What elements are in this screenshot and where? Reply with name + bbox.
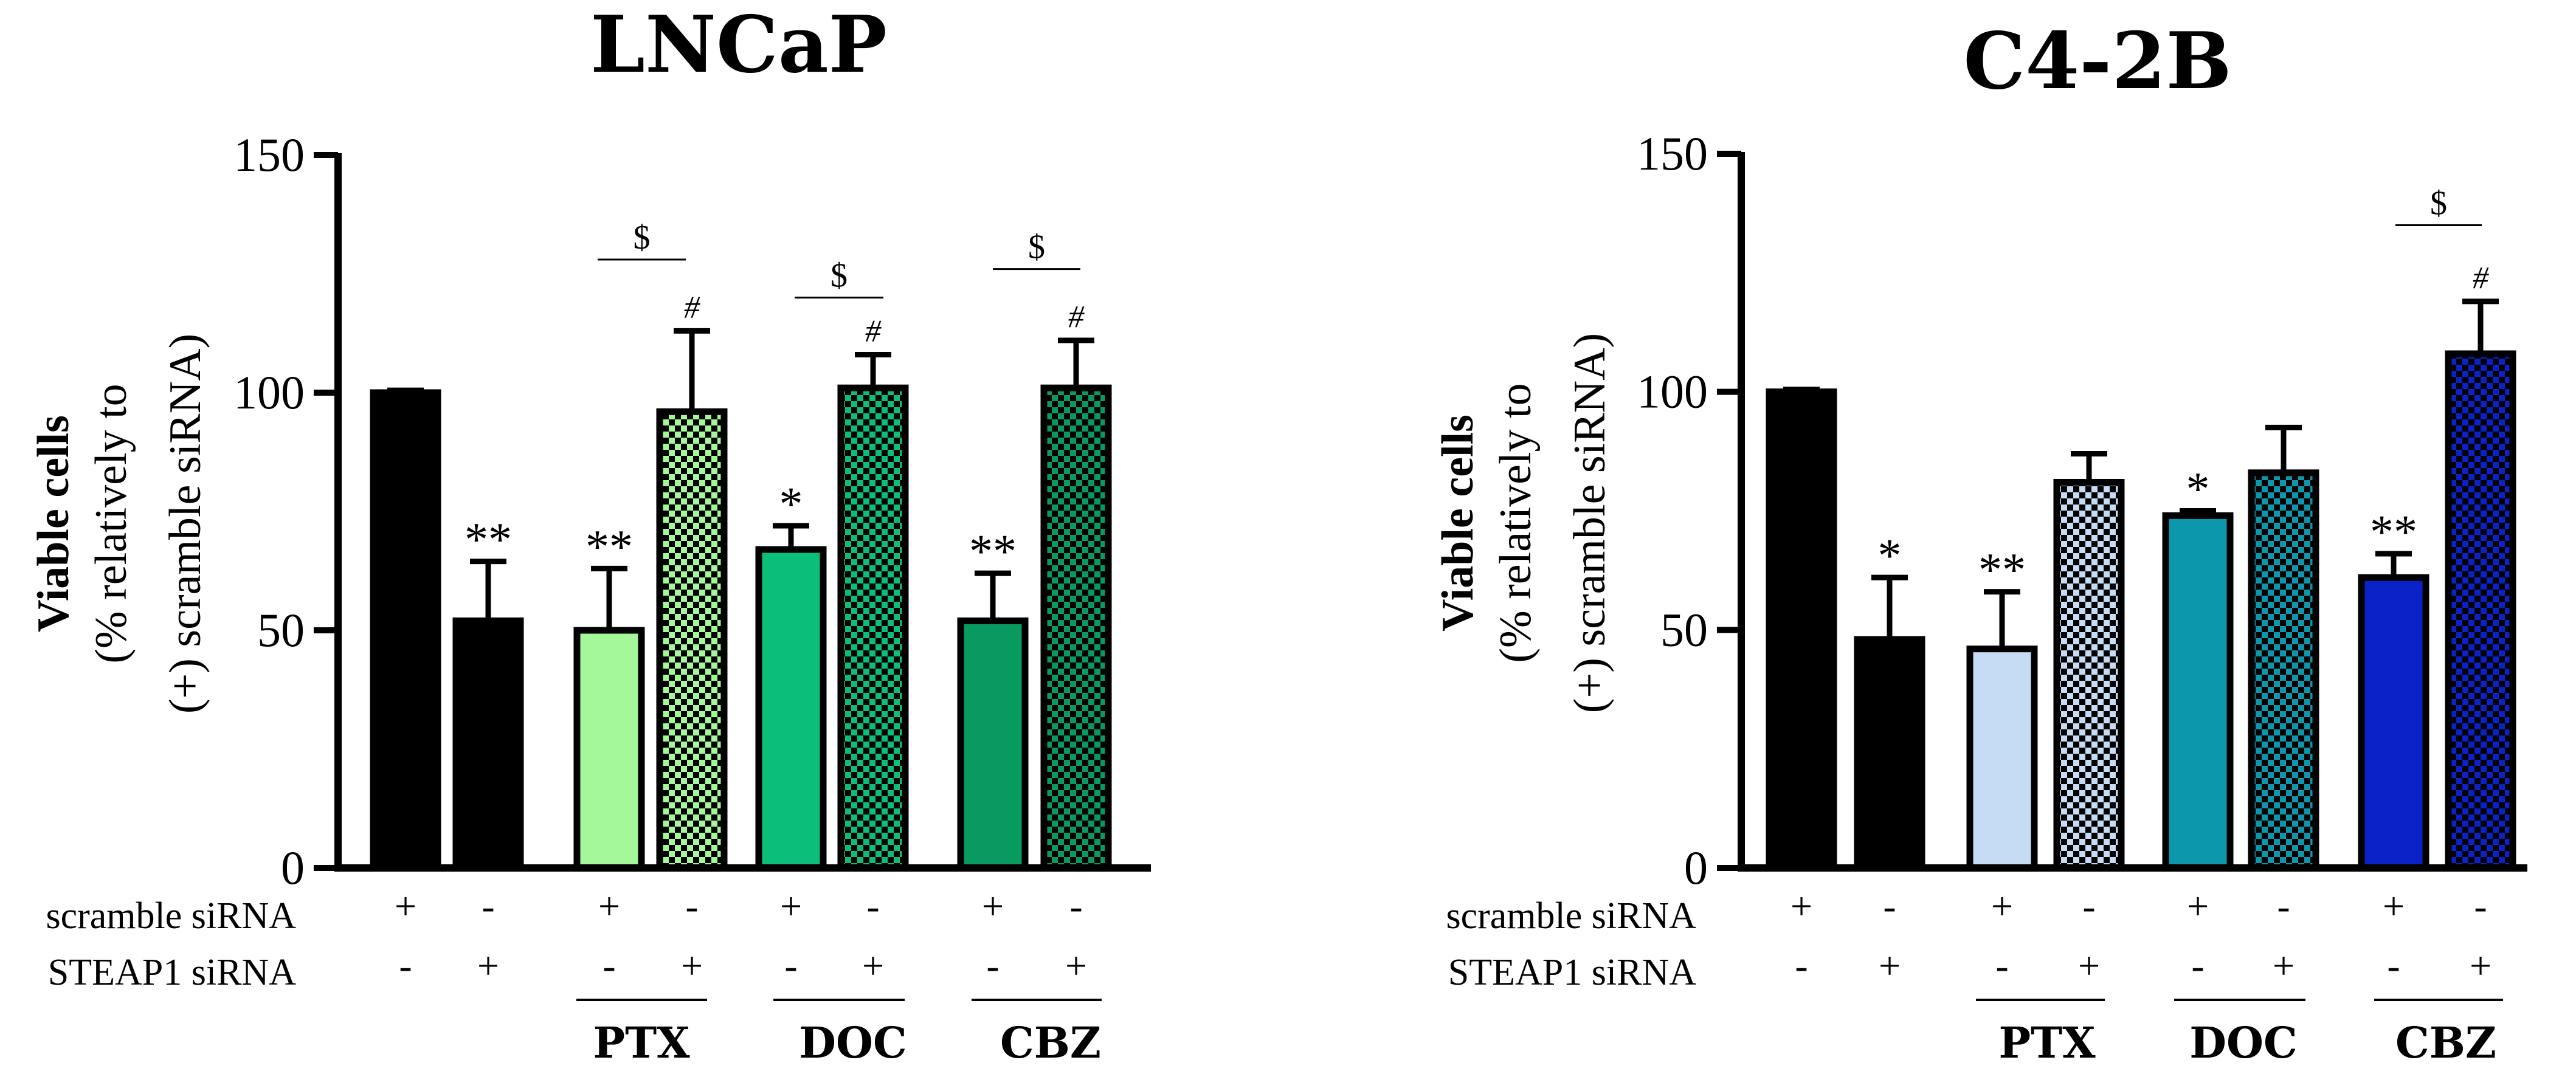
y-tick-label: 50 — [257, 604, 305, 656]
y-tick-label: 50 — [1660, 603, 1708, 656]
steap1-sign: - — [2191, 944, 2204, 987]
row-label-scramble: scramble siRNA — [1446, 895, 1696, 937]
scramble-sign: - — [2474, 884, 2487, 928]
steap1-sign: + — [477, 944, 499, 987]
scramble-sign: + — [598, 884, 620, 928]
y-tick-label: 150 — [1637, 127, 1708, 180]
y-tick-label: 0 — [1684, 841, 1708, 894]
scramble-sign: + — [780, 884, 802, 928]
scramble-sign: + — [1790, 884, 1812, 928]
scramble-sign: - — [1069, 884, 1082, 928]
steap1-sign: - — [399, 944, 412, 987]
bar — [573, 627, 645, 872]
steap1-sign: + — [2078, 944, 2100, 987]
steap1-sign: + — [681, 944, 703, 987]
y-tick-label: 150 — [233, 128, 305, 181]
y-axis-label: (+) scramble siRNA) — [1565, 333, 1615, 713]
bar — [2053, 479, 2125, 872]
row-label-steap1: STEAP1 siRNA — [1448, 952, 1696, 993]
bar — [1854, 636, 1925, 872]
steap1-sign: - — [1995, 944, 2008, 987]
scramble-sign: - — [2082, 884, 2095, 928]
steap1-sign: + — [1879, 944, 1901, 987]
scramble-sign: - — [1883, 884, 1896, 928]
group-label: PTX — [593, 1017, 690, 1068]
steap1-sign: - — [784, 944, 797, 987]
bar — [1040, 384, 1112, 872]
bar — [656, 408, 728, 872]
steap1-sign: + — [1065, 944, 1087, 987]
bar — [2358, 574, 2429, 872]
steap1-sign: + — [2470, 944, 2491, 987]
steap1-sign: - — [986, 944, 999, 987]
significance-label: ** — [585, 520, 633, 573]
bracket-label: $ — [634, 219, 651, 257]
chart-title: C4-2B — [1963, 16, 2231, 107]
significance-label: # — [865, 314, 882, 348]
row-label-steap1: STEAP1 siRNA — [48, 952, 296, 993]
significance-label: * — [1878, 529, 1902, 582]
bar — [1966, 646, 2038, 872]
group-label: CBZ — [2395, 1017, 2496, 1068]
significance-label: ** — [464, 513, 512, 566]
bar — [2445, 350, 2516, 872]
scramble-sign: + — [982, 884, 1004, 928]
significance-label: * — [2186, 463, 2210, 515]
y-tick-label: 100 — [233, 366, 305, 419]
y-axis-label: (% relatively to — [1491, 383, 1541, 663]
y-axis-label: (+) scramble siRNA) — [161, 334, 210, 714]
bar — [755, 546, 827, 872]
scramble-sign: + — [1991, 884, 2013, 928]
chart-title: LNCaP — [590, 0, 887, 91]
group-label: DOC — [2189, 1017, 2297, 1068]
bar — [2162, 512, 2234, 872]
scramble-sign: + — [395, 884, 416, 928]
significance-label: * — [779, 477, 803, 530]
scramble-sign: - — [685, 884, 698, 928]
scramble-sign: + — [2187, 884, 2209, 928]
bar — [1766, 388, 1837, 872]
scramble-sign: + — [2383, 884, 2405, 928]
y-axis-label: (% relatively to — [86, 384, 136, 663]
chart-panel-2: C4-2B Viable cells (% relatively to (+) scr… — [1433, 16, 2527, 1068]
group-label: DOC — [799, 1017, 906, 1068]
significance-label: # — [2473, 261, 2489, 295]
y-axis-label: Viable cells — [1433, 415, 1483, 632]
significance-label: ** — [2370, 505, 2417, 558]
steap1-sign: - — [1795, 944, 1808, 987]
y-tick-label: 100 — [1637, 365, 1708, 418]
scramble-sign: - — [482, 884, 494, 928]
bar — [957, 617, 1029, 872]
chart-panel-1: LNCaP Viable cells (% relatively to (+) scr… — [29, 0, 1151, 1068]
bracket-label: $ — [2430, 185, 2447, 222]
y-tick-label: 0 — [281, 841, 305, 894]
steap1-sign: - — [2387, 944, 2400, 987]
y-axis-label: Viable cells — [29, 415, 78, 632]
significance-label: # — [1068, 300, 1085, 334]
scramble-sign: - — [2277, 884, 2290, 928]
steap1-sign: + — [2273, 944, 2295, 987]
scramble-sign: - — [866, 884, 879, 928]
bar — [452, 617, 524, 872]
bar — [2248, 469, 2319, 872]
bracket-label: $ — [1028, 229, 1045, 266]
bracket-label: $ — [830, 257, 848, 295]
significance-label: ** — [969, 525, 1017, 577]
steap1-sign: - — [603, 944, 615, 987]
significance-label: ** — [1978, 543, 2026, 596]
bar — [370, 389, 441, 872]
row-label-scramble: scramble siRNA — [46, 895, 296, 937]
significance-label: # — [684, 290, 700, 325]
bar — [837, 384, 909, 872]
group-label: CBZ — [1000, 1017, 1101, 1068]
group-label: PTX — [1998, 1017, 2096, 1068]
steap1-sign: + — [862, 944, 884, 987]
